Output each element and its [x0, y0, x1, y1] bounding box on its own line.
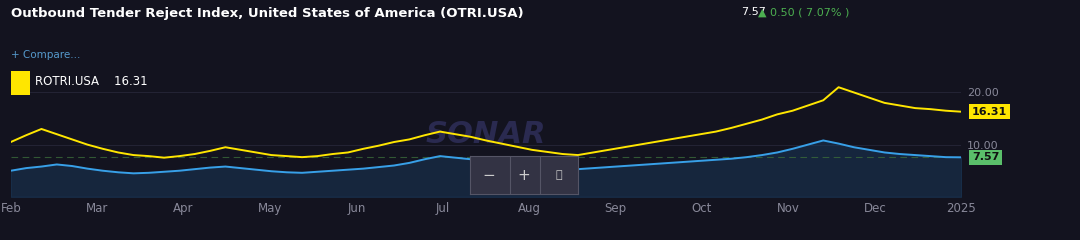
- Text: 7.57: 7.57: [972, 152, 999, 162]
- Text: 16.31: 16.31: [972, 107, 1008, 117]
- Text: + Compare...: + Compare...: [11, 50, 80, 60]
- Text: 7.57: 7.57: [741, 7, 766, 17]
- Text: ROTRI.USA    16.31: ROTRI.USA 16.31: [35, 75, 147, 88]
- Text: Outbound Tender Reject Index, United States of America (OTRI.USA): Outbound Tender Reject Index, United Sta…: [11, 7, 524, 20]
- Text: −: −: [483, 168, 496, 183]
- Text: ⛶: ⛶: [555, 170, 562, 180]
- Text: +: +: [517, 168, 530, 183]
- Text: SONAR: SONAR: [426, 120, 546, 149]
- Text: ▲ 0.50 ( 7.07% ): ▲ 0.50 ( 7.07% ): [758, 7, 850, 17]
